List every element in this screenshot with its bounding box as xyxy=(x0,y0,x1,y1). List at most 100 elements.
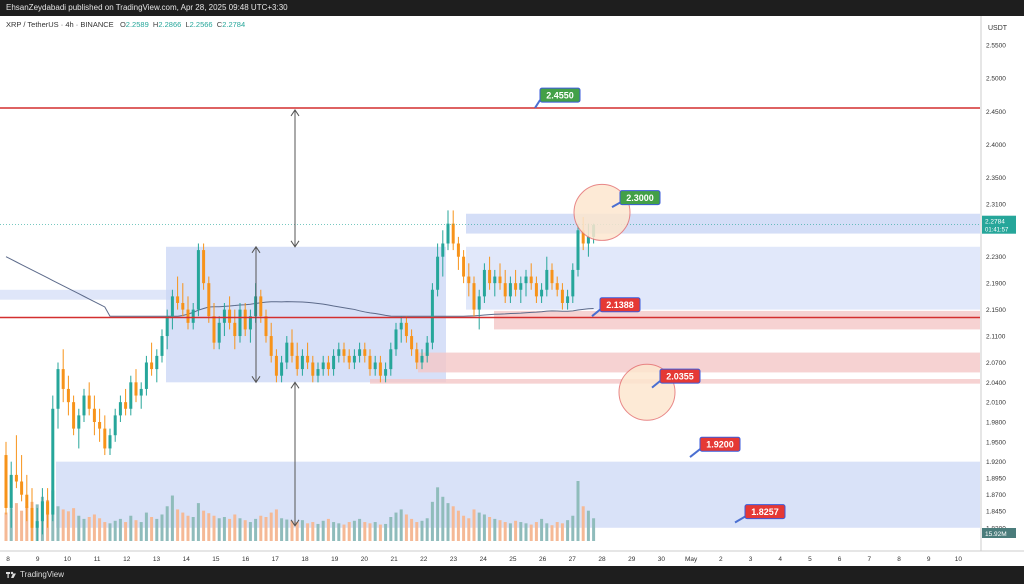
candle-body xyxy=(207,283,211,317)
highlight-circle-top xyxy=(573,183,631,241)
chart-area[interactable]: 2.4550 2.3000 2.1388 2.0355 1.9200 1.8257 USDT… xyxy=(0,16,1024,566)
upper-range-zone xyxy=(466,246,980,310)
volume-value: 15.92M xyxy=(985,531,1007,538)
candle-body xyxy=(14,474,18,482)
volume-bar xyxy=(404,514,408,541)
measure-arrow-bottom-head-top xyxy=(290,381,300,389)
candle-body xyxy=(311,362,315,376)
y-tick-label: 1.8450 xyxy=(986,509,1006,516)
x-tick-label: May xyxy=(685,556,698,563)
volume-bar xyxy=(82,518,86,541)
volume-bar xyxy=(87,517,91,541)
volume-bar xyxy=(248,522,252,541)
callout-pointer xyxy=(689,448,701,458)
candle-body xyxy=(441,243,445,257)
candle-body xyxy=(300,355,304,370)
candle-body xyxy=(238,309,242,337)
volume-bar xyxy=(482,514,486,541)
candle-body xyxy=(165,316,169,337)
volume-bar xyxy=(108,523,112,541)
volume-tag xyxy=(982,528,1016,538)
candle-body xyxy=(233,322,237,337)
volume-bar xyxy=(165,506,169,541)
candle-body xyxy=(394,329,398,350)
volume-bar xyxy=(14,503,18,541)
price-chart[interactable]: 2.4550 2.3000 2.1388 2.0355 1.9200 1.8257 USDT… xyxy=(0,16,1024,566)
volume-bar xyxy=(503,522,507,541)
volume-bar xyxy=(436,487,440,541)
red-zone-2 xyxy=(418,352,980,373)
volume-bar xyxy=(191,517,195,541)
volume-bar xyxy=(77,515,81,541)
volume-bar xyxy=(269,512,273,541)
x-tick-label: 2 xyxy=(719,556,723,563)
volume-bar xyxy=(529,524,533,541)
x-tick-label: 14 xyxy=(183,556,191,563)
candle-body xyxy=(389,349,393,370)
candle-body xyxy=(306,355,310,363)
candle-body xyxy=(373,362,377,370)
candle-body xyxy=(92,408,96,422)
candle-body xyxy=(420,355,424,363)
volume-bar xyxy=(378,524,382,541)
candle-body xyxy=(560,289,564,303)
volume-bar xyxy=(295,522,299,541)
candle-body xyxy=(217,322,221,343)
candle-body xyxy=(425,342,429,356)
y-tick-label: 2.1900 xyxy=(986,281,1006,288)
volume-bar xyxy=(430,501,434,541)
x-tick-label: 23 xyxy=(450,556,458,563)
candle-body xyxy=(35,521,39,528)
volume-bar xyxy=(20,510,24,541)
candle-body xyxy=(150,362,154,370)
volume-bar xyxy=(337,523,341,541)
x-tick-label: 21 xyxy=(390,556,398,563)
x-tick-label: 22 xyxy=(420,556,428,563)
candle-body xyxy=(118,402,122,416)
symbol-name[interactable]: XRP / TetherUS · 4h · BINANCE xyxy=(6,20,114,29)
price-label-box xyxy=(659,368,701,384)
candle-body xyxy=(248,316,252,330)
x-tick-label: 20 xyxy=(361,556,369,563)
candle-body xyxy=(503,283,507,297)
volume-bar xyxy=(425,518,429,541)
price-label-text: 2.1388 xyxy=(606,300,634,310)
candle-body xyxy=(129,382,133,409)
volume-bar xyxy=(352,520,356,541)
volume-bar xyxy=(160,514,164,541)
y-tick-label: 2.0400 xyxy=(986,380,1006,387)
price-label-box xyxy=(599,297,641,313)
y-tick-label: 2.1100 xyxy=(986,334,1006,341)
y-tick-label: 2.3500 xyxy=(986,175,1006,182)
candle-body xyxy=(404,322,408,337)
x-tick-label: 25 xyxy=(509,556,517,563)
volume-bar xyxy=(467,518,471,541)
brand-name[interactable]: TradingView xyxy=(20,570,65,579)
volume-bar xyxy=(555,522,559,541)
volume-bar xyxy=(524,523,528,541)
measure-arrow-mid-head-bottom xyxy=(251,376,261,384)
candle-body xyxy=(571,269,575,297)
volume-bar xyxy=(222,517,226,541)
volume-bar xyxy=(358,518,362,541)
last-price-tag xyxy=(982,215,1016,234)
candle-body xyxy=(384,369,388,376)
candle-body xyxy=(51,408,55,515)
volume-bar xyxy=(534,522,538,541)
price-label-box xyxy=(539,87,581,103)
price-label-text: 2.0355 xyxy=(666,372,694,382)
candle-body xyxy=(451,223,455,244)
volume-bar xyxy=(472,509,476,541)
candle-body xyxy=(581,230,585,244)
candle-body xyxy=(477,296,481,310)
footer-bar: TradingView xyxy=(0,566,1024,584)
price-label-text: 1.9200 xyxy=(706,440,734,450)
volume-bar xyxy=(264,517,268,541)
volume-bar xyxy=(196,503,200,541)
candle-body xyxy=(9,474,13,508)
callout-pointer xyxy=(734,515,746,524)
x-tick-label: 3 xyxy=(749,556,753,563)
last-price-value: 2.2784 xyxy=(985,219,1005,226)
volume-bar xyxy=(72,508,76,541)
